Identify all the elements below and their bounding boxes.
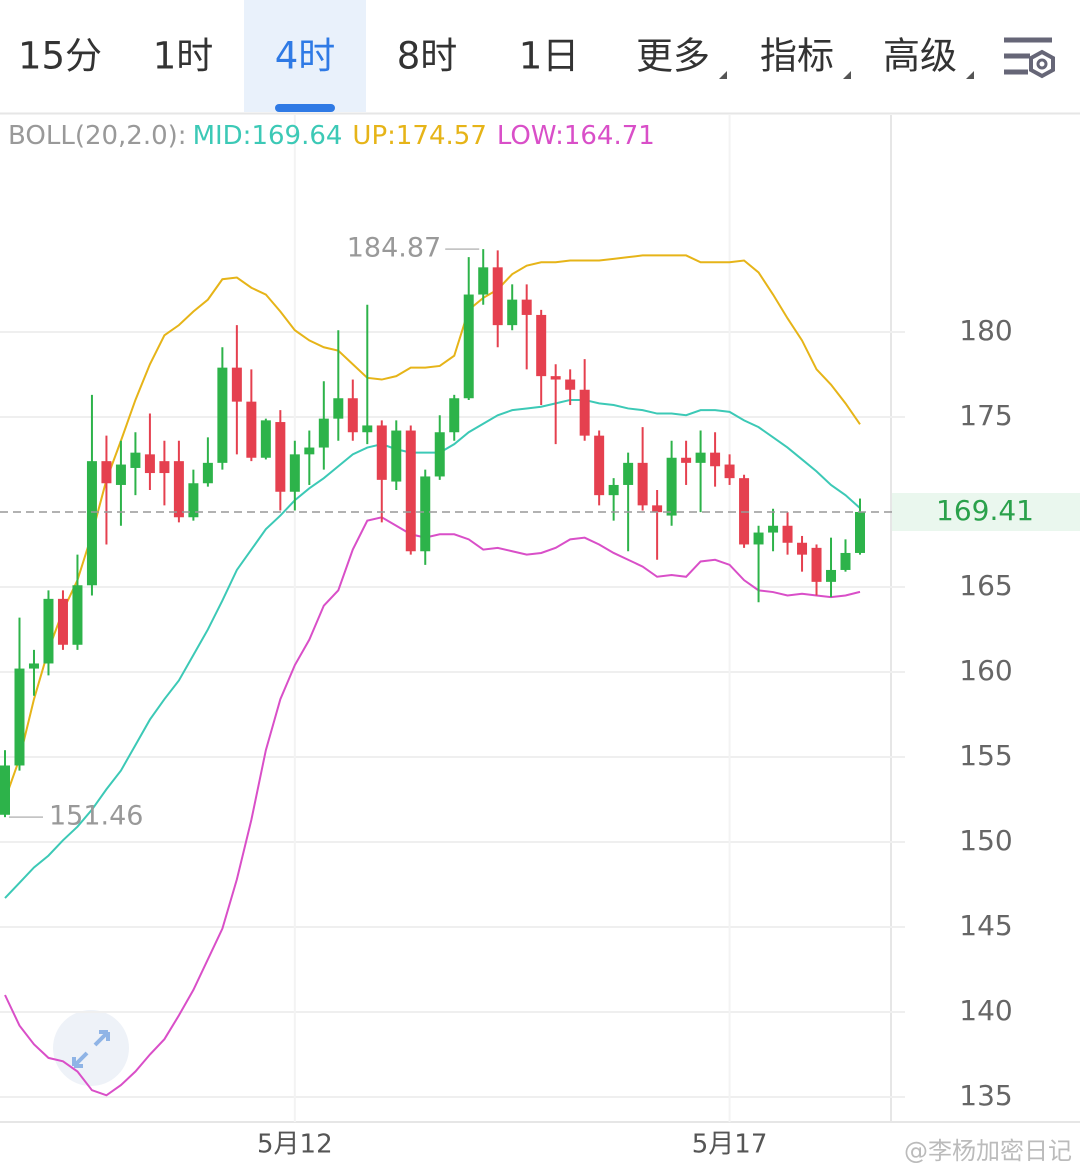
candle-body <box>246 401 257 458</box>
candle-body <box>521 299 532 315</box>
candle-body <box>420 476 431 552</box>
candle-body <box>565 379 576 390</box>
candle-body <box>507 299 518 326</box>
candle-body <box>57 598 68 645</box>
candle-body <box>623 462 634 485</box>
candle-body <box>101 461 112 484</box>
tab[interactable]: 更多 <box>636 35 710 78</box>
low-label: 151.46 <box>49 801 143 832</box>
candle-body <box>855 511 865 553</box>
candle-body <box>275 422 286 492</box>
y-tick-label: 135 <box>959 1079 1012 1112</box>
boll-line <box>4 398 861 899</box>
candle-body <box>217 367 228 463</box>
candle-body <box>159 461 170 474</box>
candle-body <box>115 464 126 485</box>
tab[interactable]: 4时 <box>275 35 336 78</box>
x-tick-label: 5月17 <box>692 1130 768 1160</box>
candle-body <box>14 668 25 766</box>
candle-body <box>130 452 141 468</box>
candle-body <box>681 457 692 463</box>
y-tick-label: 140 <box>959 994 1012 1027</box>
y-tick-label: 180 <box>959 314 1012 347</box>
settings-icon[interactable] <box>1004 37 1055 79</box>
candle-body <box>318 418 329 448</box>
tab[interactable]: 1时 <box>153 35 214 78</box>
candle-body <box>449 398 460 433</box>
y-tick-label: 160 <box>959 654 1012 687</box>
candle-body <box>594 435 605 496</box>
dropdown-caret <box>966 71 974 79</box>
legend-entry: MID:169.64 <box>193 121 343 151</box>
candle-body <box>173 461 184 518</box>
candle-body <box>608 484 619 496</box>
tab[interactable]: 高级 <box>883 35 957 78</box>
expand-button[interactable] <box>53 1010 129 1086</box>
candle-body <box>434 432 445 477</box>
candle-body <box>666 457 677 516</box>
y-tick-label: 150 <box>959 824 1012 857</box>
candle-body <box>376 425 387 480</box>
y-tick-label: 175 <box>959 399 1012 432</box>
candle-body <box>333 398 344 419</box>
candle-body <box>840 552 851 570</box>
candle-body <box>28 663 39 669</box>
candle-body <box>652 505 663 513</box>
watermark: @李杨加密日记 <box>904 1137 1072 1165</box>
last-price-label: 169.41 <box>936 494 1034 527</box>
candle-body <box>478 267 489 295</box>
boll-line <box>4 516 861 1097</box>
candle-body <box>710 452 721 467</box>
candle-body <box>579 389 590 436</box>
candle-body <box>231 367 242 402</box>
candle-body <box>289 454 300 492</box>
x-tick-label: 5月12 <box>257 1130 333 1160</box>
y-tick-label: 155 <box>959 739 1012 772</box>
candle-body <box>492 267 503 326</box>
candle-body <box>0 765 10 815</box>
candle-body <box>202 462 213 484</box>
candle-body <box>695 452 706 463</box>
legend-indicator: BOLL(20,2.0): <box>8 121 187 151</box>
legend-entry: LOW:164.71 <box>497 121 655 151</box>
legend: BOLL(20,2.0): MID:169.64 UP:174.57 LOW:164.… <box>8 121 655 151</box>
candle-body <box>826 569 837 582</box>
legend-entry: UP:174.57 <box>352 121 486 151</box>
y-tick-label: 145 <box>959 909 1012 942</box>
candle-body <box>362 425 373 433</box>
candle-body <box>536 314 547 377</box>
candle-body <box>724 464 735 479</box>
candle-body <box>550 376 561 380</box>
candle-body <box>86 461 97 586</box>
y-tick-label: 165 <box>959 569 1012 602</box>
tab[interactable]: 15分 <box>18 35 102 78</box>
candle-body <box>463 294 474 399</box>
tab[interactable]: 指标 <box>760 35 834 78</box>
tab-indicator <box>275 104 335 112</box>
candle-body <box>43 598 54 664</box>
boll-line <box>4 254 861 800</box>
candle-body <box>782 525 793 543</box>
candle-body <box>637 462 648 506</box>
candle-body <box>405 430 416 552</box>
dropdown-caret <box>719 71 727 79</box>
candle-body <box>304 447 315 455</box>
candle-body <box>811 547 822 582</box>
candle-body <box>797 542 808 555</box>
candle-body <box>260 420 271 458</box>
candle-body <box>144 454 155 474</box>
tab-selected-bg <box>244 0 366 112</box>
last-price-bg <box>892 492 1080 531</box>
candle-body <box>753 532 764 545</box>
high-label: 184.87 <box>347 233 441 264</box>
tab[interactable]: 1日 <box>519 35 580 78</box>
candle-body <box>391 430 402 482</box>
dropdown-caret <box>843 71 851 79</box>
tab[interactable]: 8时 <box>397 35 458 78</box>
candle-body <box>768 525 779 533</box>
candle-body <box>188 483 199 518</box>
candle-body <box>72 585 83 645</box>
candle-body <box>347 398 358 433</box>
